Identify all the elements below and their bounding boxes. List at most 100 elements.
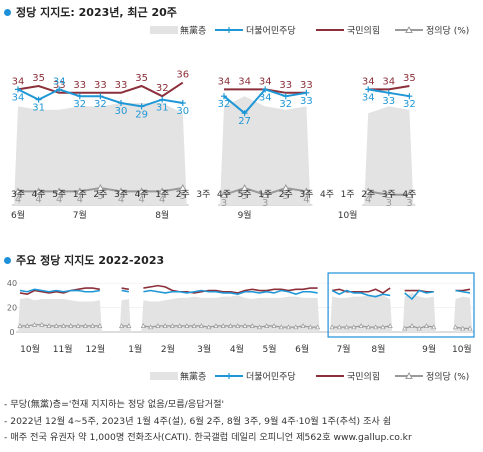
bottom-indep-area [141, 295, 320, 332]
bottom-ppp-line [19, 287, 100, 296]
bottom-justice-point [53, 323, 59, 328]
top-minjoo-value: 31 [156, 103, 169, 114]
bottom-justice-point [31, 321, 38, 327]
top-ppp-line [368, 85, 410, 91]
top-month-label: 9월 [238, 209, 252, 221]
bottom-justice-point [416, 325, 422, 331]
top-justice-value: 3 [221, 198, 227, 209]
bottom-justice-point [373, 324, 379, 330]
legend-indep-label: 無黨층 [180, 371, 206, 383]
top-justice-value: 4 [159, 194, 165, 205]
legend-ppp-label: 국민의힘 [347, 372, 380, 383]
bottom-justice-point [198, 323, 205, 328]
bottom-justice-point [467, 325, 473, 331]
top-minjoo-value: 34 [12, 92, 25, 103]
top-ppp-value: 33 [53, 80, 66, 91]
bottom-justice-point [278, 324, 284, 330]
bottom-justice-point [162, 323, 168, 328]
top-ppp-value: 36 [176, 70, 189, 81]
top-week-label: 3주 [114, 189, 128, 200]
top-minjoo-value: 29 [135, 109, 148, 120]
top-week-label: 1주 [73, 189, 87, 200]
top-justice-value: 5 [241, 191, 247, 202]
bottom-justice-point [227, 323, 234, 328]
top-month-label: 7월 [73, 209, 87, 221]
bottom-justice-point [24, 323, 30, 328]
legend-minjoo-marker [226, 27, 232, 33]
bottom-justice-point [307, 324, 313, 330]
bottom-justice-point [293, 324, 299, 330]
top-justice-point [55, 187, 64, 195]
bottom-minjoo-line [331, 289, 391, 298]
top-indep-area [220, 96, 311, 205]
bottom-justice-point [452, 324, 459, 330]
bottom-justice-point [89, 323, 96, 328]
bottom-justice-point [256, 324, 263, 330]
top-ppp-value: 32 [156, 83, 169, 94]
bottom-indep-area [18, 297, 102, 332]
footnote-2: - 2022년 12월 4~5주, 2023년 1월 4주(설), 6월 2주,… [4, 415, 392, 427]
top-week-label: 5주 [238, 189, 252, 200]
bottom-month-label: 3월 [197, 343, 211, 355]
top-justice-value: 3 [386, 198, 392, 209]
top-justice-point [364, 187, 373, 195]
top-minjoo-point [365, 86, 372, 93]
bottom-justice-point [155, 323, 161, 328]
top-week-label: 5주 [52, 189, 66, 200]
top-ppp-value: 34 [218, 76, 231, 87]
top-justice-point [405, 190, 414, 198]
bottom-justice-point [177, 323, 183, 328]
bottom-justice-point [329, 324, 335, 330]
top-minjoo-point [35, 96, 42, 103]
top-week-label: 3주 [382, 189, 396, 200]
top-justice-value: 4 [56, 194, 62, 205]
top-justice-value: 5 [283, 191, 289, 202]
bottom-justice-point [60, 323, 67, 328]
bottom-month-label: 1월 [128, 343, 142, 355]
top-week-label: 4주 [320, 189, 334, 200]
bottom-justice-point [314, 324, 321, 330]
top-ppp-value: 34 [259, 76, 272, 87]
top-minjoo-point [118, 100, 124, 106]
bottom-minjoo-line [455, 289, 471, 294]
top-minjoo-value: 32 [279, 99, 292, 110]
bottom-y-tick: 40 [7, 279, 17, 288]
top-week-label: 2주 [361, 189, 375, 200]
top-justice-point [261, 190, 270, 198]
bottom-justice-point [148, 324, 154, 330]
bullet-icon [4, 256, 11, 264]
top-justice-value: 4 [118, 194, 124, 205]
bottom-justice-point [220, 323, 226, 328]
top-ppp-value: 33 [115, 80, 128, 91]
top-minjoo-value: 34 [259, 92, 272, 103]
bottom-justice-point [358, 323, 364, 328]
bottom-justice-point [336, 324, 342, 330]
top-ppp-value: 33 [279, 80, 292, 91]
footnote-3: - 매주 전국 유권자 약 1,000명 전화조사(CATI). 한국갤럽 데일… [4, 432, 412, 443]
legend-justice-label: 정의당 (%) [426, 372, 469, 383]
top-minjoo-point [262, 86, 269, 93]
bottom-justice-point [431, 324, 437, 330]
top-minjoo-point [56, 86, 63, 93]
legend-justice-label: 정의당 (%) [426, 26, 469, 37]
bottom-justice-point [344, 324, 350, 330]
bottom-recent-highlight [327, 272, 475, 338]
bottom-month-label: 7월 [337, 343, 351, 355]
top-ppp-value: 35 [135, 73, 148, 84]
top-week-label: 2주 [176, 189, 190, 200]
bottom-month-label: 12월 [85, 343, 105, 355]
bottom-justice-point [75, 323, 81, 328]
bottom-minjoo-line [19, 288, 100, 293]
top-minjoo-value: 31 [32, 103, 45, 114]
top-week-label: 4주 [217, 189, 231, 200]
bottom-justice-point [46, 323, 52, 328]
top-minjoo-value: 32 [73, 99, 86, 110]
top-month-label: 6월 [11, 209, 25, 221]
top-week-label: 1주 [258, 189, 272, 200]
bottom-justice-point [264, 323, 270, 328]
bottom-y-tick: 20 [7, 304, 17, 313]
legend-minjoo-label: 더불어민주당 [246, 26, 296, 37]
top-justice-point [137, 187, 146, 195]
bottom-justice-point [140, 323, 146, 328]
legend-indep-swatch [150, 372, 178, 380]
